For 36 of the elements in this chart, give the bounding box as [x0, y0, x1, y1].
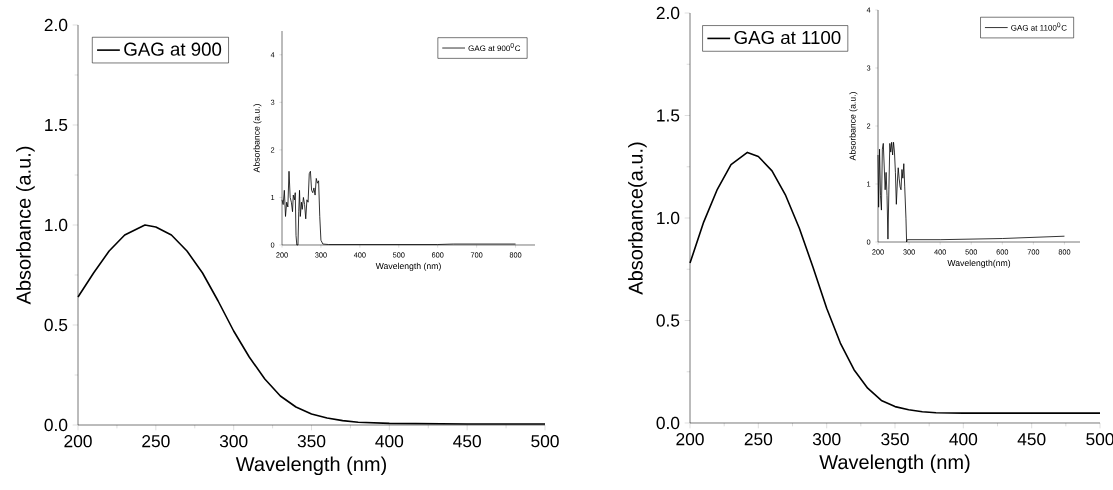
y-axis-title: Absorbance (a.u.)	[16, 146, 35, 305]
x-tick-label: 500	[1086, 433, 1113, 446]
x-tick-label: 350	[297, 435, 326, 448]
x-tick-label: 200	[676, 433, 704, 446]
x-tick-label: 450	[1017, 433, 1046, 446]
y-axis-title: Absorbance(a.u.)	[628, 142, 647, 295]
x-axis-title: Wavelength (nm)	[375, 262, 441, 271]
y-tick-label: 0.0	[656, 416, 680, 430]
y-tick-label: 1.5	[657, 109, 680, 122]
y-tick-label: 2.0	[656, 6, 680, 20]
y-tick-label: 2.0	[44, 18, 68, 32]
x-tick-label: 450	[453, 435, 481, 448]
y-tick-label: 1.0	[45, 218, 68, 232]
y-axis-title: Absorbance (a.u.)	[849, 92, 858, 161]
y-tick-label: 0.5	[44, 318, 68, 332]
x-tick-label: 300	[219, 435, 248, 448]
y-axis-title: Absorbance (a.u.)	[253, 104, 262, 173]
x-tick-label: 400	[949, 433, 978, 446]
legend-label: GAG at 900$^{0}$C	[468, 43, 521, 52]
y-tick-label: 1.0	[657, 211, 680, 225]
x-axis-title: Wavelength (nm)	[235, 456, 386, 476]
x-axis-title: Wavelength (nm)	[819, 454, 970, 474]
y-tick-label: 1.5	[45, 118, 68, 132]
legend-label: GAG at 1100$^{0}$C	[1011, 22, 1067, 31]
x-tick-label: 250	[142, 435, 170, 448]
x-tick-label: 350	[881, 433, 909, 446]
x-tick-label: 300	[812, 433, 841, 446]
x-tick-label: 200	[64, 435, 92, 448]
x-tick-label: 500	[531, 435, 559, 448]
y-tick-label: 0.0	[44, 418, 68, 432]
legend-label: GAG at 900	[124, 42, 222, 56]
x-tick-label: 250	[744, 433, 773, 446]
y-tick-label: 0.5	[656, 314, 680, 327]
x-tick-label: 400	[375, 435, 404, 448]
x-axis-title: Wavelength(nm)	[947, 259, 1011, 268]
legend-label: GAG at 1100	[734, 30, 841, 45]
